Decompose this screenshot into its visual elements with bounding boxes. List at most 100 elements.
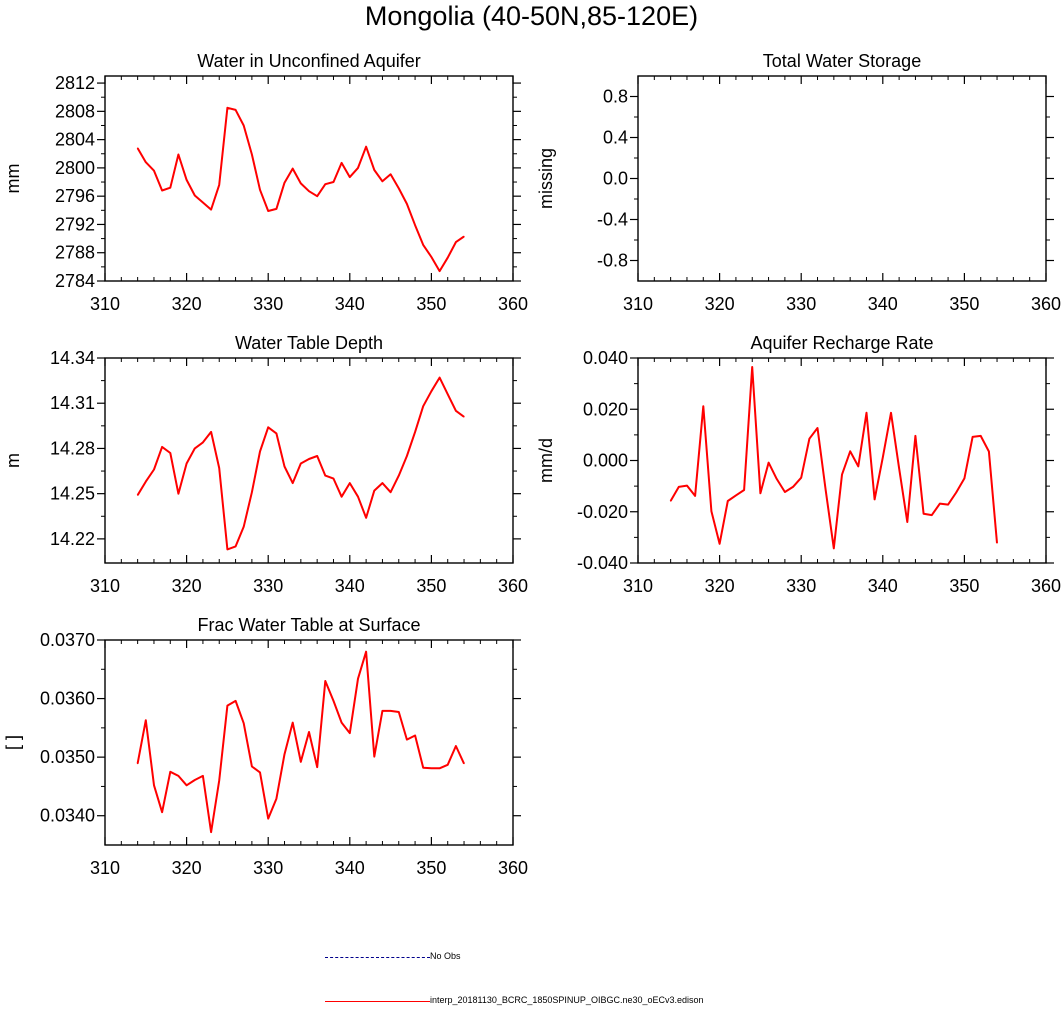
x-tick-label: 350 [949, 576, 979, 596]
data-point [365, 651, 367, 653]
x-tick-label: 360 [1031, 576, 1061, 596]
data-point [833, 547, 835, 549]
data-point [365, 517, 367, 519]
data-point [267, 426, 269, 428]
data-point [381, 710, 384, 712]
x-tick-label: 310 [623, 576, 653, 596]
data-point [137, 147, 139, 149]
data-point [283, 465, 286, 468]
x-tick-label: 320 [172, 576, 202, 596]
data-point [390, 491, 392, 493]
y-tick-label: 2812 [55, 73, 95, 93]
data-point [447, 393, 449, 395]
data-point [259, 771, 261, 773]
data-point [137, 762, 139, 765]
data-point [874, 498, 876, 501]
data-point [381, 180, 384, 182]
data-point [226, 548, 228, 551]
x-tick-label: 330 [786, 294, 816, 314]
x-tick-label: 350 [416, 858, 446, 878]
data-point [324, 680, 326, 682]
data-point [177, 153, 180, 156]
data-point [177, 775, 180, 777]
data-point [275, 432, 277, 434]
y-tick-label: 14.28 [50, 438, 95, 458]
data-point [194, 447, 196, 450]
chart-panel-1: Water in Unconfined Aquifer mm 310 320 330 34… [3, 51, 528, 314]
y-tick-label: 0.4 [603, 128, 628, 148]
data-point [218, 779, 220, 782]
data-point [455, 745, 457, 747]
data-point [373, 490, 375, 492]
x-tick-label: 360 [498, 858, 528, 878]
data-point [283, 753, 286, 755]
y-tick-label: -0.8 [597, 251, 628, 271]
data-point [300, 761, 302, 763]
chart-title: Aquifer Recharge Rate [750, 333, 933, 353]
data-point [414, 734, 416, 737]
x-tick-label: 330 [253, 858, 283, 878]
data-point [202, 775, 204, 777]
data-point [406, 738, 408, 741]
data-point [316, 195, 318, 197]
data-point [865, 412, 868, 414]
data-point [914, 435, 917, 437]
data-point [292, 168, 294, 170]
x-tick-label: 320 [172, 858, 202, 878]
data-point [857, 465, 859, 467]
page-title: Mongolia (40-50N,85-120E) [364, 1, 699, 31]
data-point [226, 107, 228, 109]
y-axis-label: mm/d [536, 438, 556, 483]
y-tick-label: 0.020 [583, 399, 628, 419]
data-point [422, 244, 424, 246]
data-point [800, 477, 802, 479]
data-point [234, 109, 237, 111]
data-point [153, 784, 155, 786]
chart-title: Water Table Depth [235, 333, 383, 353]
data-point [719, 543, 721, 545]
y-tick-label: 2788 [55, 243, 95, 263]
data-point [702, 405, 704, 407]
plot-frame [104, 75, 514, 282]
data-point [955, 491, 957, 494]
data-point [300, 462, 302, 465]
data-point [390, 710, 392, 712]
data-point [430, 390, 432, 392]
chart-panel-2: Total Water Storage missing 310 320 330 340 35… [536, 51, 1061, 314]
data-point [759, 492, 762, 494]
data-point [226, 705, 228, 707]
data-point [784, 491, 786, 493]
data-point [177, 493, 180, 495]
y-tick-label: 0.040 [583, 348, 628, 368]
data-point [169, 452, 171, 454]
data-point [308, 190, 310, 192]
x-tick-label: 340 [335, 576, 365, 596]
x-tick-label: 310 [90, 858, 120, 878]
data-point [218, 467, 220, 469]
data-point [422, 405, 424, 407]
y-tick-label: 0.0370 [40, 630, 95, 650]
data-point [316, 455, 318, 457]
x-tick-label: 350 [949, 294, 979, 314]
legend-model-label: interp_20181130_BCRC_1850SPINUP_OIBGC.ne… [430, 995, 704, 1005]
x-tick-label: 330 [253, 294, 283, 314]
y-tick-label: 14.31 [50, 393, 95, 413]
data-point [341, 721, 343, 724]
data-point [825, 489, 827, 491]
data-point [300, 182, 302, 185]
data-point [996, 542, 998, 544]
data-point [161, 189, 163, 192]
data-point [332, 700, 335, 702]
data-point [743, 489, 745, 491]
y-tick-label: 0.0350 [40, 747, 95, 767]
data-point [243, 526, 245, 528]
data-point [292, 721, 294, 724]
data-point [251, 765, 253, 768]
data-point [357, 496, 359, 498]
data-point [194, 779, 196, 781]
data-point [963, 477, 966, 480]
data-point [971, 436, 974, 438]
x-tick-label: 350 [416, 576, 446, 596]
data-point [210, 209, 212, 211]
